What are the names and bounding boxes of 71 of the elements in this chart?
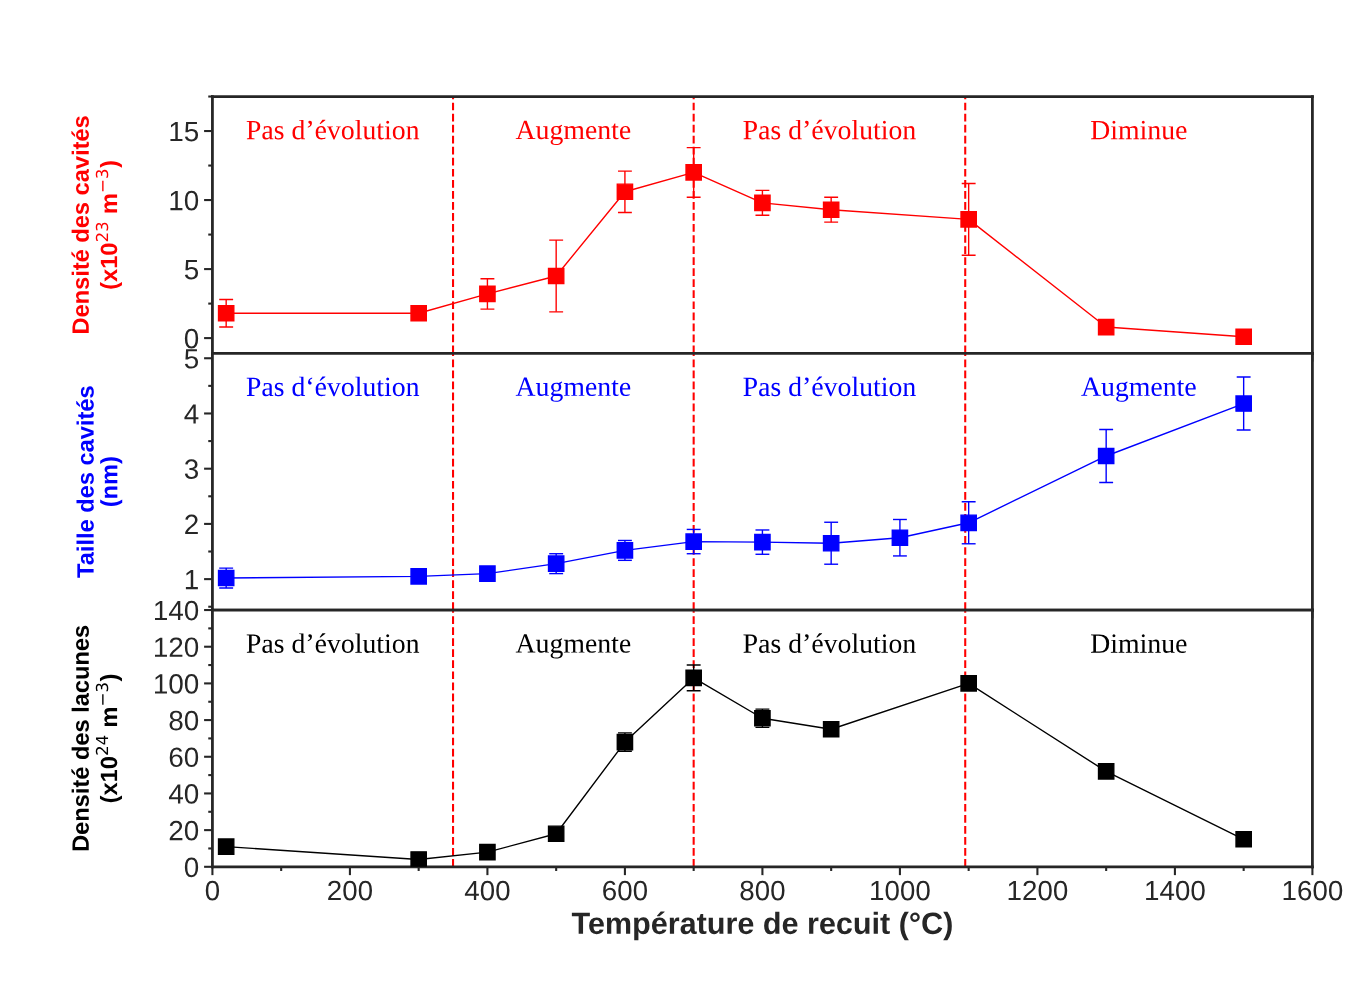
point [547, 825, 565, 843]
annotation: Pas d’évolution [743, 633, 916, 653]
annotation: Diminue [1091, 634, 1187, 653]
x-tick-label: 400 [464, 880, 510, 901]
point [1097, 318, 1115, 336]
point [822, 720, 840, 738]
annotation: Diminue [1091, 120, 1187, 140]
point [754, 533, 771, 551]
point [547, 267, 565, 285]
point [685, 669, 703, 687]
y-tick-label: 5 [184, 260, 199, 280]
annotation: Pas d‘évolution [246, 376, 420, 397]
annotation: Pas d’évolution [743, 376, 916, 397]
y-tick-label: 10 [170, 190, 199, 211]
annotation: Augmente [515, 634, 631, 659]
x-tick-label: 200 [328, 880, 373, 901]
point [410, 851, 428, 867]
y-tick-label: 15 [170, 122, 199, 142]
point [1235, 395, 1252, 412]
annotation: Pas d’évolution [743, 119, 916, 140]
y-tick-label: 80 [169, 710, 199, 731]
y-tick-label: 0 [184, 328, 199, 349]
y-tick-label: 5 [184, 349, 199, 369]
point [1235, 328, 1252, 346]
x-tick-label: 600 [603, 880, 648, 901]
x-tick-label: 1200 [1008, 880, 1068, 901]
point [685, 164, 703, 181]
y-tick-label: 140 [155, 600, 199, 621]
point [1235, 830, 1252, 848]
x-tick-label: 800 [740, 880, 785, 901]
y-tick-label: 2 [185, 514, 198, 534]
y-tick-label: 40 [168, 784, 199, 804]
annotation: Augmente [515, 120, 631, 146]
point [616, 183, 634, 201]
annotation: Pas d’évolution [246, 119, 420, 140]
point [960, 211, 977, 228]
y-tick-label: 1 [185, 570, 198, 590]
point [410, 304, 428, 322]
x-tick-label: 1400 [1146, 880, 1205, 901]
annotation: Augmente [1081, 377, 1196, 402]
annotation: Augmente [515, 377, 631, 402]
y-tick-label: 60 [169, 747, 199, 768]
y-tick-label: 100 [155, 674, 199, 694]
point [479, 285, 496, 303]
y-tick-label: 20 [169, 820, 199, 841]
y-tick-label: 4 [184, 404, 199, 424]
point [1097, 763, 1115, 780]
point [217, 838, 235, 855]
y-tick-label: 0 [184, 857, 199, 878]
point [217, 304, 235, 322]
point [1097, 447, 1115, 465]
point [685, 533, 703, 550]
y-axis-title: Densité des lacunes (x10$^{24}$ m$^{−3}$) [71, 625, 122, 851]
x-tick-label: 1000 [871, 880, 930, 901]
x-tick-label: 0 [205, 880, 220, 901]
point [960, 675, 977, 692]
y-axis-title: Densité des cavités (x10$^{23}$ m$^{−3}$) [71, 116, 122, 333]
x-axis-title: Température de recuit (°C) [571, 911, 952, 941]
point [822, 534, 840, 552]
annotation: Pas d’évolution [246, 633, 420, 653]
point [479, 843, 496, 861]
point [754, 194, 771, 212]
x-tick-label: 1600 [1283, 880, 1343, 901]
y-axis-title: Taille des cavités (nm) [76, 386, 123, 578]
point [822, 201, 840, 219]
y-tick-label: 3 [184, 459, 199, 480]
point [960, 514, 977, 532]
y-tick-label: 120 [155, 637, 199, 658]
point [479, 565, 496, 582]
point [891, 529, 909, 547]
point [410, 568, 428, 585]
